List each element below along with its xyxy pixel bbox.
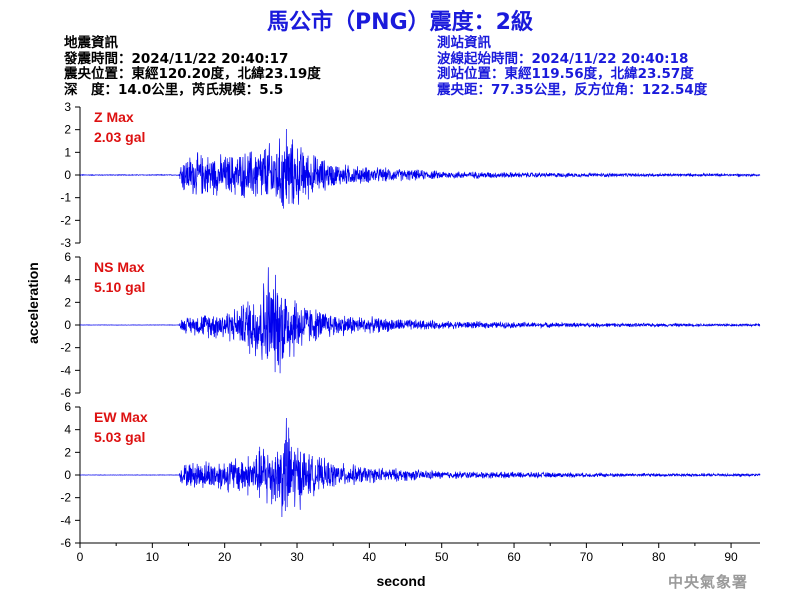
station-location: 測站位置：東經119.56度，北緯23.57度 [437, 66, 694, 82]
y-tick-label-ew: 4 [64, 423, 71, 437]
waveform-z [79, 128, 761, 209]
y-tick-label-ew: 0 [64, 468, 71, 482]
y-tick-label-ew: -2 [60, 491, 71, 505]
distance-azimuth: 震央距：77.35公里，反方位角：122.54度 [437, 81, 708, 98]
x-tick-label: 20 [218, 550, 232, 564]
max-value-ew: 5.03 gal [94, 429, 145, 445]
station-info: 測站資訊 波線起始時間：2024/11/22 20:40:18 測站位置：東經1… [437, 35, 708, 98]
y-tick-label-ns: -2 [60, 341, 71, 355]
x-tick-label: 10 [146, 550, 160, 564]
y-tick-label-z: -3 [60, 236, 71, 250]
y-tick-label-ew: -4 [60, 513, 71, 527]
y-tick-label-z: 2 [64, 123, 71, 137]
y-tick-label-ns: 6 [64, 250, 71, 264]
quake-info: 地震資訊 發震時間：2024/11/22 20:40:17 震央位置：東經120… [64, 35, 321, 98]
quake-info-heading: 地震資訊 [64, 35, 118, 51]
x-tick-label: 0 [77, 550, 84, 564]
y-tick-label-ew: -6 [60, 536, 71, 550]
origin-time: 發震時間：2024/11/22 20:40:17 [64, 50, 289, 67]
y-tick-label-z: 0 [64, 168, 71, 182]
waveform-ns [79, 267, 761, 374]
station-info-heading: 測站資訊 [437, 35, 491, 51]
max-value-ns: 5.10 gal [94, 279, 145, 295]
wave-start-time: 波線起始時間：2024/11/22 20:40:18 [437, 50, 689, 67]
max-value-z: 2.03 gal [94, 129, 145, 145]
agency-label: 中央氣象署 [667, 573, 748, 591]
y-tick-label-z: 3 [64, 100, 71, 114]
x-tick-label: 40 [363, 550, 377, 564]
x-tick-label: 50 [435, 550, 449, 564]
y-tick-label-ew: 6 [64, 400, 71, 414]
x-axis-title: second [376, 573, 425, 589]
y-tick-label-z: -1 [60, 191, 71, 205]
page-title: 馬公市（PNG）震度：2級 [267, 10, 533, 35]
x-tick-label: 30 [290, 550, 304, 564]
y-tick-label-ns: 2 [64, 295, 71, 309]
y-tick-label-z: 1 [64, 145, 71, 159]
x-tick-label: 70 [580, 550, 594, 564]
epicenter: 震央位置：東經120.20度，北緯23.19度 [64, 66, 321, 82]
y-tick-label-ns: 0 [64, 318, 71, 332]
max-label-ns: NS Max [94, 259, 145, 275]
y-axis-title: acceleration [25, 262, 41, 344]
max-label-z: Z Max [94, 109, 134, 125]
max-label-ew: EW Max [94, 409, 148, 425]
x-tick-label: 90 [724, 550, 738, 564]
depth-magnitude: 深 度：14.0公里，芮氏規模：5.5 [64, 81, 284, 98]
x-tick-label: 60 [507, 550, 521, 564]
y-tick-label-ns: -6 [60, 386, 71, 400]
y-tick-label-ns: 4 [64, 273, 71, 287]
x-tick-label: 80 [652, 550, 666, 564]
y-tick-label-ns: -4 [60, 363, 71, 377]
waveform-ew [79, 417, 761, 518]
y-tick-label-z: -2 [60, 213, 71, 227]
y-tick-label-ew: 2 [64, 445, 71, 459]
